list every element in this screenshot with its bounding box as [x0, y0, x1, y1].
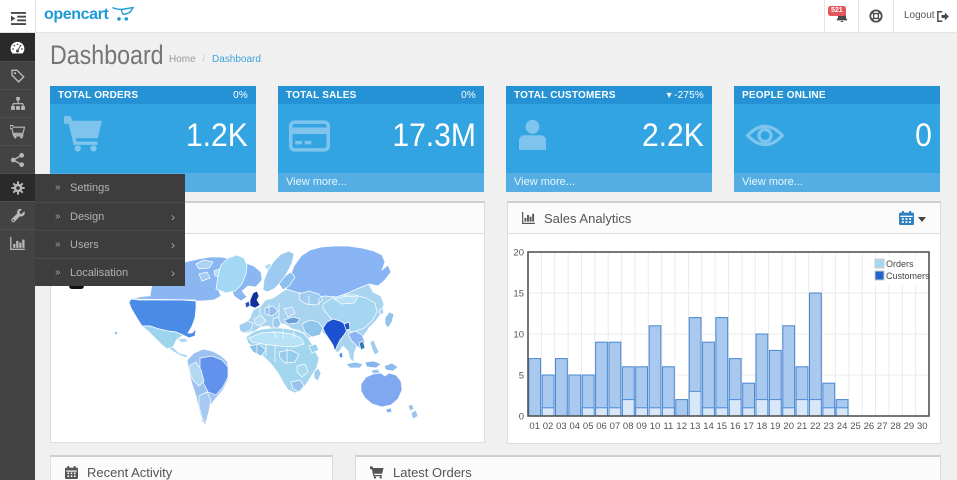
svg-text:Customers: Customers: [886, 271, 930, 281]
svg-text:27: 27: [877, 421, 888, 432]
svg-text:12: 12: [676, 421, 687, 432]
svg-text:16: 16: [730, 421, 741, 432]
svg-text:07: 07: [610, 421, 621, 432]
svg-text:22: 22: [810, 421, 821, 432]
svg-text:20: 20: [513, 248, 524, 259]
svg-text:05: 05: [583, 421, 594, 432]
svg-text:19: 19: [770, 421, 781, 432]
svg-text:24: 24: [837, 421, 848, 432]
svg-text:21: 21: [797, 421, 808, 432]
svg-text:01: 01: [529, 421, 540, 432]
svg-text:Orders: Orders: [886, 259, 914, 269]
svg-text:02: 02: [543, 421, 554, 432]
svg-text:23: 23: [824, 421, 835, 432]
svg-text:25: 25: [850, 421, 861, 432]
svg-text:15: 15: [717, 421, 728, 432]
svg-text:14: 14: [703, 421, 714, 432]
svg-text:5: 5: [519, 371, 524, 382]
svg-text:10: 10: [513, 330, 524, 341]
svg-text:20: 20: [783, 421, 794, 432]
svg-text:28: 28: [890, 421, 901, 432]
svg-text:08: 08: [623, 421, 634, 432]
svg-text:18: 18: [757, 421, 768, 432]
svg-text:17: 17: [743, 421, 754, 432]
svg-text:13: 13: [690, 421, 701, 432]
svg-text:30: 30: [917, 421, 928, 432]
svg-text:0: 0: [519, 412, 524, 423]
svg-text:03: 03: [556, 421, 567, 432]
svg-text:04: 04: [570, 421, 581, 432]
svg-text:26: 26: [864, 421, 875, 432]
svg-text:11: 11: [663, 421, 673, 432]
svg-text:06: 06: [596, 421, 607, 432]
svg-text:29: 29: [904, 421, 915, 432]
svg-text:15: 15: [513, 289, 524, 300]
svg-text:09: 09: [636, 421, 647, 432]
svg-text:10: 10: [650, 421, 661, 432]
